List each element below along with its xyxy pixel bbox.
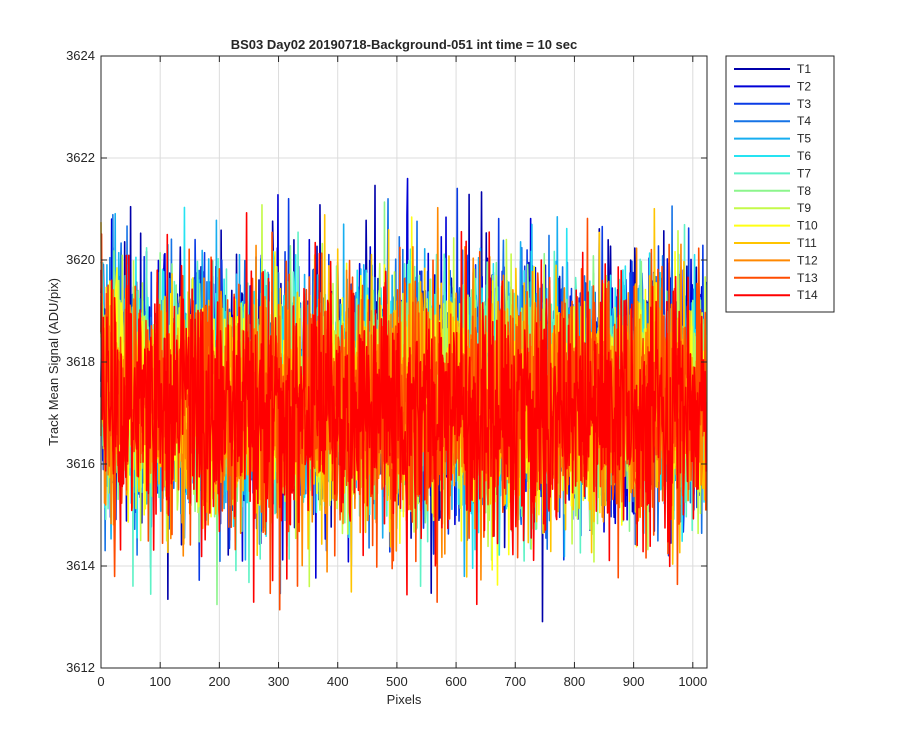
- legend-label-t1: T1: [797, 62, 811, 76]
- x-tick-label: 100: [149, 674, 171, 689]
- series-lines: [100, 177, 708, 623]
- x-tick-label: 300: [268, 674, 290, 689]
- x-axis-label: Pixels: [387, 692, 422, 707]
- x-tick-label: 200: [209, 674, 231, 689]
- legend-box: [725, 55, 835, 313]
- legend-label-t10: T10: [797, 219, 818, 233]
- legend-label-t7: T7: [797, 166, 811, 180]
- chart-title: BS03 Day02 20190718-Background-051 int t…: [231, 37, 578, 52]
- x-tick-label: 500: [386, 674, 408, 689]
- legend-label-t2: T2: [797, 79, 811, 93]
- x-tick-label: 700: [504, 674, 526, 689]
- x-tick-label: 800: [564, 674, 586, 689]
- legend-label-t12: T12: [797, 253, 818, 267]
- y-tick-label: 3612: [66, 660, 95, 675]
- legend-label-t4: T4: [797, 114, 811, 128]
- legend: T1 T2 T3 T4 T5 T6 T7 T8 T9 T10 T11 T12 T13 T14: [725, 55, 835, 313]
- axis-ticks: 0 100 200 300 400 500 600 700 800 900 1000 3612 3614…: [66, 48, 707, 689]
- x-tick-label: 1000: [678, 674, 707, 689]
- legend-label-t5: T5: [797, 132, 811, 146]
- y-tick-label: 3618: [66, 354, 95, 369]
- y-tick-label: 3616: [66, 456, 95, 471]
- legend-label-t3: T3: [797, 97, 811, 111]
- legend-label-t13: T13: [797, 271, 818, 285]
- legend-label-t9: T9: [797, 201, 811, 215]
- y-tick-label: 3614: [66, 558, 95, 573]
- y-tick-label: 3622: [66, 150, 95, 165]
- y-tick-label: 3624: [66, 48, 95, 63]
- legend-label-t11: T11: [797, 236, 817, 250]
- x-tick-label: 400: [327, 674, 349, 689]
- x-tick-label: 900: [623, 674, 645, 689]
- series-line-t14: [100, 211, 708, 606]
- y-axis-label: Track Mean Signal (ADU/pix): [46, 278, 61, 446]
- x-tick-label: 0: [97, 674, 104, 689]
- legend-label-t8: T8: [797, 184, 811, 198]
- legend-label-t14: T14: [797, 288, 818, 302]
- y-tick-label: 3620: [66, 252, 95, 267]
- legend-label-t6: T6: [797, 149, 811, 163]
- x-tick-label: 600: [445, 674, 467, 689]
